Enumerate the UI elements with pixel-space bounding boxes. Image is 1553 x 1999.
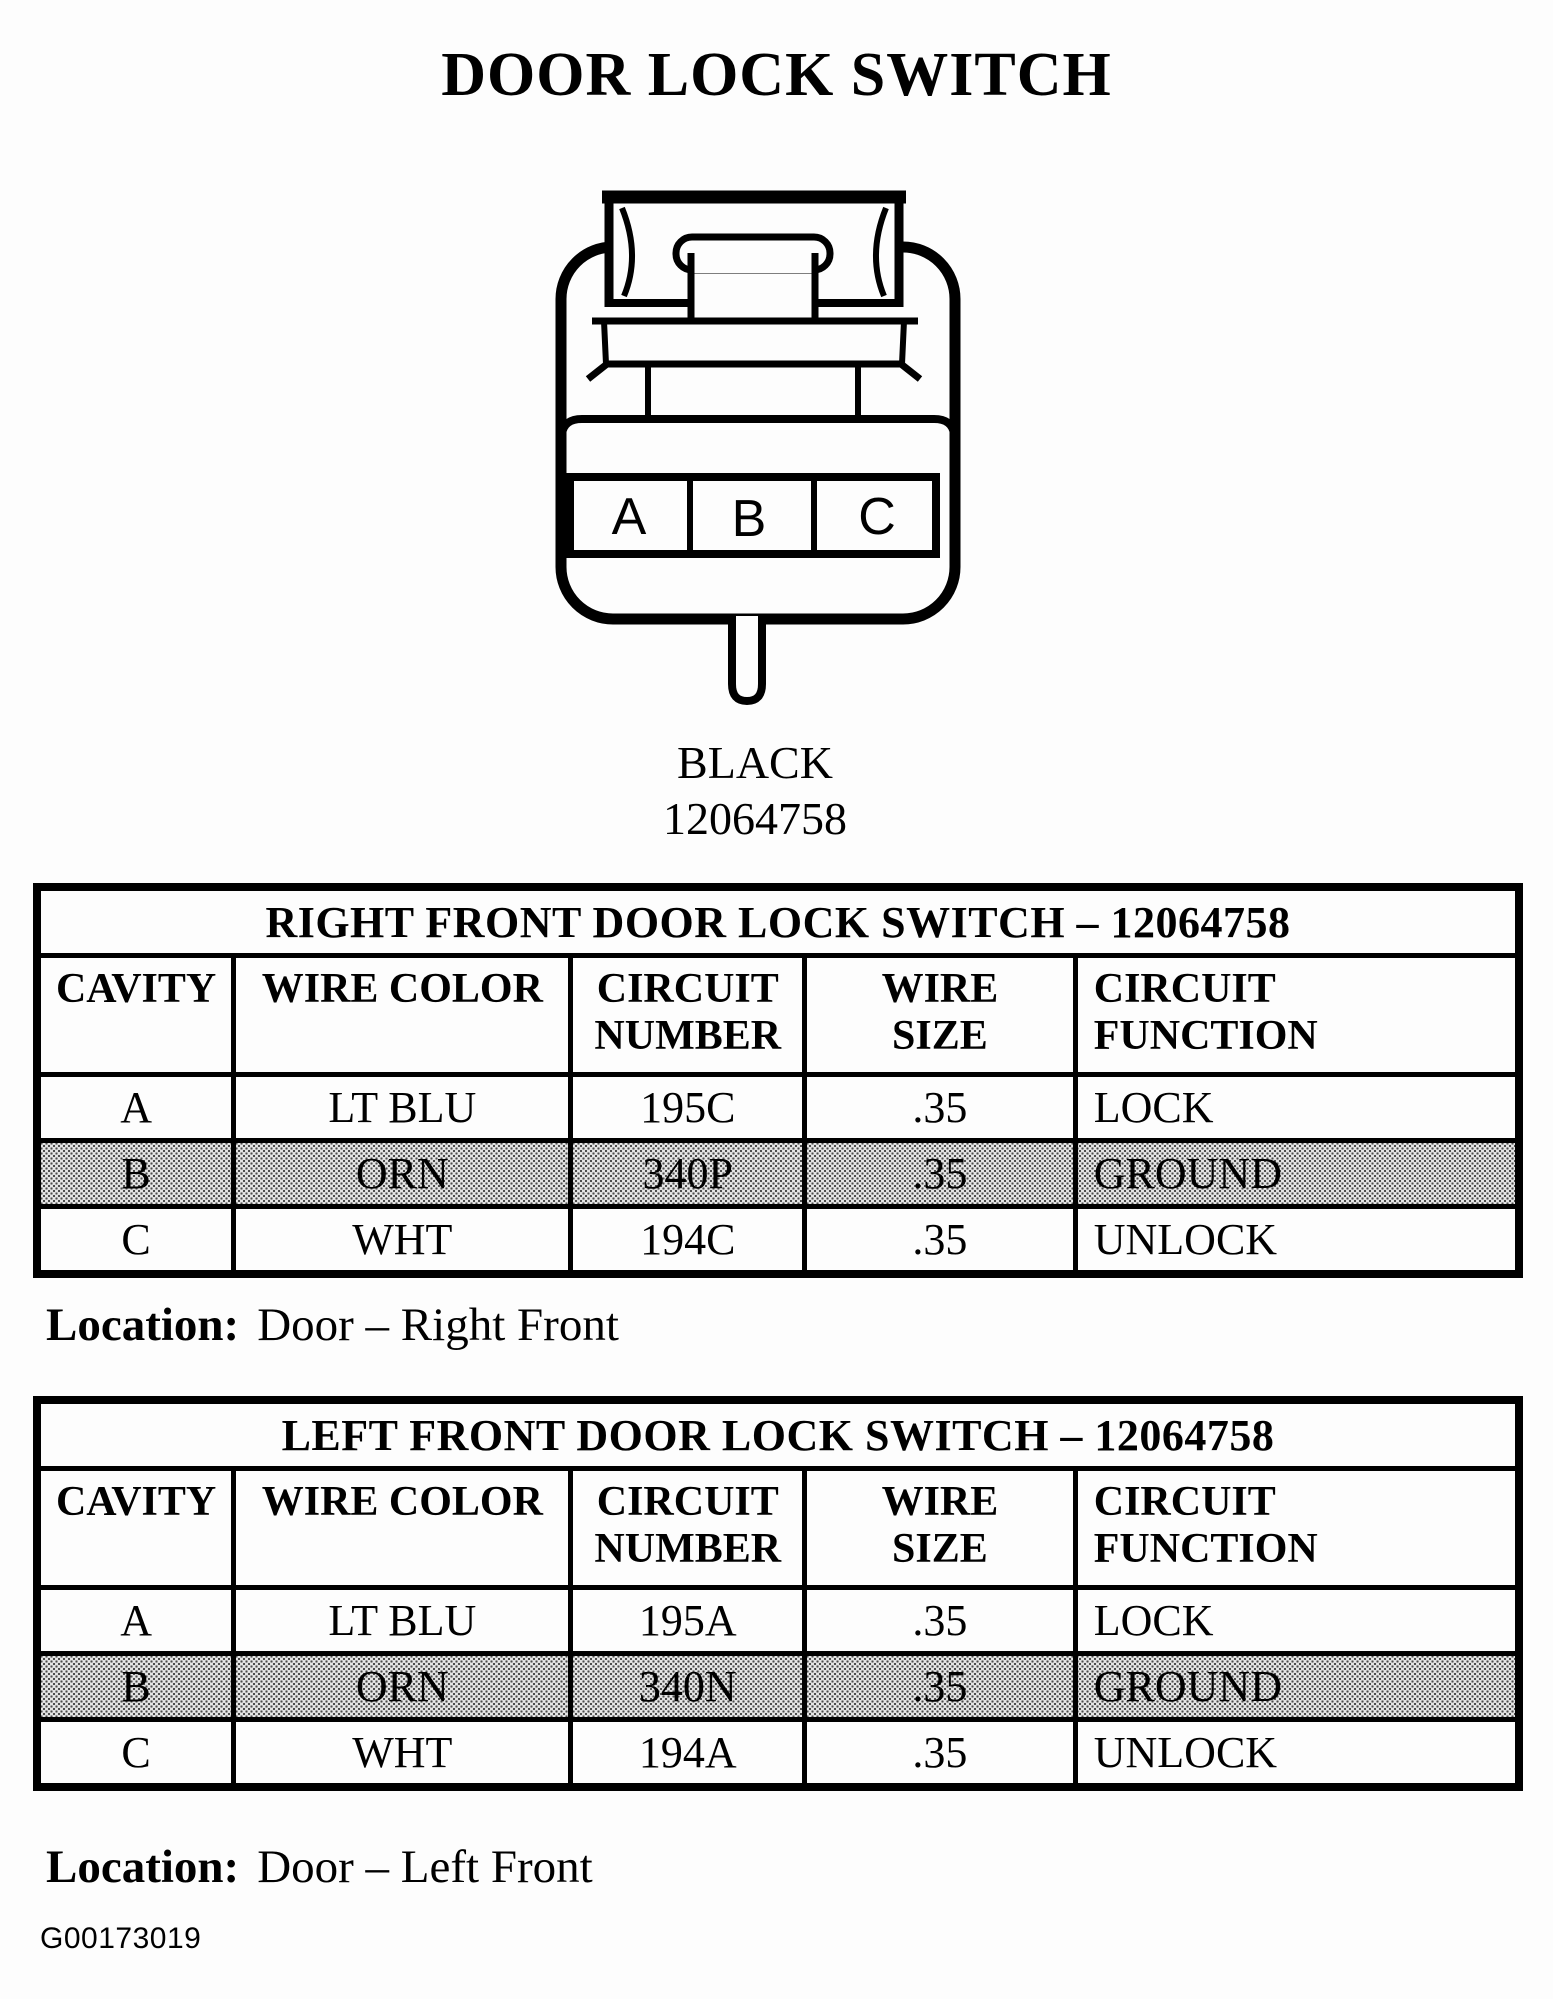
cell-cavity: B [35,1651,237,1722]
column-header-wire-color: WIRE COLOR [231,1466,574,1590]
table-title: LEFT FRONT DOOR LOCK SWITCH – 12064758 [36,1399,1520,1471]
cell-wire-color: WHT [231,1204,574,1275]
connector-caption: BLACK 12064758 [515,735,995,847]
column-header-circuit-function: CIRCUIT FUNCTION [1072,953,1521,1077]
cell-wire-color: WHT [231,1717,574,1788]
cell-circuit-number: 195C [568,1072,808,1143]
cell-cavity: A [35,1072,237,1143]
table-row: A LT BLU 195C .35 LOCK [35,1072,1521,1143]
table-row-shaded: B ORN 340N .35 GROUND [35,1651,1521,1722]
cell-wire-size: .35 [802,1204,1078,1275]
table-row-shaded: B ORN 340P .35 GROUND [35,1138,1521,1209]
cell-circuit-number: 194A [568,1717,808,1788]
location-line-left: Location: Door – Left Front [46,1840,593,1894]
cell-wire-color: LT BLU [231,1585,574,1656]
cell-circuit-function: UNLOCK [1072,1204,1521,1275]
page-title: DOOR LOCK SWITCH [441,41,1112,109]
cell-wire-size: .35 [802,1651,1078,1722]
cavity-label-c: C [858,488,896,546]
table-row: A LT BLU 195A .35 LOCK [35,1585,1521,1656]
cavity-strip [566,473,940,558]
location-value: Door – Right Front [257,1299,619,1351]
column-header-circuit-number: CIRCUIT NUMBER [568,1466,808,1590]
connector-collar-ticks [585,361,923,382]
connector-diagram: A B C [555,190,961,706]
connector-color-label: BLACK [677,737,833,788]
cell-wire-color: ORN [231,1138,574,1209]
connector-latch-bar-gap [694,255,812,273]
left-front-pinout-table: LEFT FRONT DOOR LOCK SWITCH – 12064758 C… [33,1396,1523,1791]
cell-circuit-number: 340P [568,1138,808,1209]
cell-wire-size: .35 [802,1138,1078,1209]
cell-circuit-function: GROUND [1072,1651,1521,1722]
cell-wire-size: .35 [802,1072,1078,1143]
column-header-wire-color: WIRE COLOR [231,953,574,1077]
connector-part-number: 12064758 [663,793,847,845]
cell-wire-color: LT BLU [231,1072,574,1143]
cell-circuit-function: GROUND [1072,1138,1521,1209]
location-label: Location: [46,1299,240,1351]
cell-circuit-function: UNLOCK [1072,1717,1521,1788]
cell-cavity: C [35,1204,237,1275]
cell-cavity: B [35,1138,237,1209]
column-header-wire-size: WIRE SIZE [802,953,1078,1077]
table-title-row: LEFT FRONT DOOR LOCK SWITCH – 12064758 [36,1399,1520,1471]
cell-circuit-number: 195A [568,1585,808,1656]
table-row: C WHT 194C .35 UNLOCK [35,1204,1521,1275]
cell-circuit-function: LOCK [1072,1072,1521,1143]
column-header-cavity: CAVITY [35,953,237,1077]
connector-collar-stems [645,364,861,418]
table-header-row: CAVITY WIRE COLOR CIRCUIT NUMBER WIRE SI… [35,953,1521,1077]
table-title: RIGHT FRONT DOOR LOCK SWITCH – 12064758 [36,886,1520,958]
column-header-circuit-function: CIRCUIT FUNCTION [1072,1466,1521,1590]
column-header-cavity: CAVITY [35,1466,237,1590]
cavity-label-b: B [732,490,767,548]
cell-wire-size: .35 [802,1585,1078,1656]
connector-collar-sides [601,320,907,365]
figure-code: G00173019 [40,1922,202,1955]
column-header-circuit-number: CIRCUIT NUMBER [568,953,808,1077]
connector-strap-left-curve [619,206,635,298]
cell-wire-size: .35 [802,1717,1078,1788]
connector-face-line [558,415,958,435]
connector-tail [728,616,766,706]
cell-cavity: A [35,1585,237,1656]
cell-circuit-number: 194C [568,1204,808,1275]
cavity-label-a: A [612,488,647,546]
connector-strap-right-curve [873,206,889,298]
location-value: Door – Left Front [257,1841,593,1893]
right-front-pinout-table: RIGHT FRONT DOOR LOCK SWITCH – 12064758 … [33,883,1523,1278]
connector-latch-stem [687,253,819,318]
cell-circuit-number: 340N [568,1651,808,1722]
cell-circuit-function: LOCK [1072,1585,1521,1656]
table-header-row: CAVITY WIRE COLOR CIRCUIT NUMBER WIRE SI… [35,1466,1521,1590]
column-header-wire-size: WIRE SIZE [802,1466,1078,1590]
location-label: Location: [46,1841,240,1893]
location-line-right: Location: Door – Right Front [46,1298,619,1352]
table-title-row: RIGHT FRONT DOOR LOCK SWITCH – 12064758 [36,886,1520,958]
cell-cavity: C [35,1717,237,1788]
table-row: C WHT 194A .35 UNLOCK [35,1717,1521,1788]
cell-wire-color: ORN [231,1651,574,1722]
cavity-strip-dividers [687,477,817,554]
